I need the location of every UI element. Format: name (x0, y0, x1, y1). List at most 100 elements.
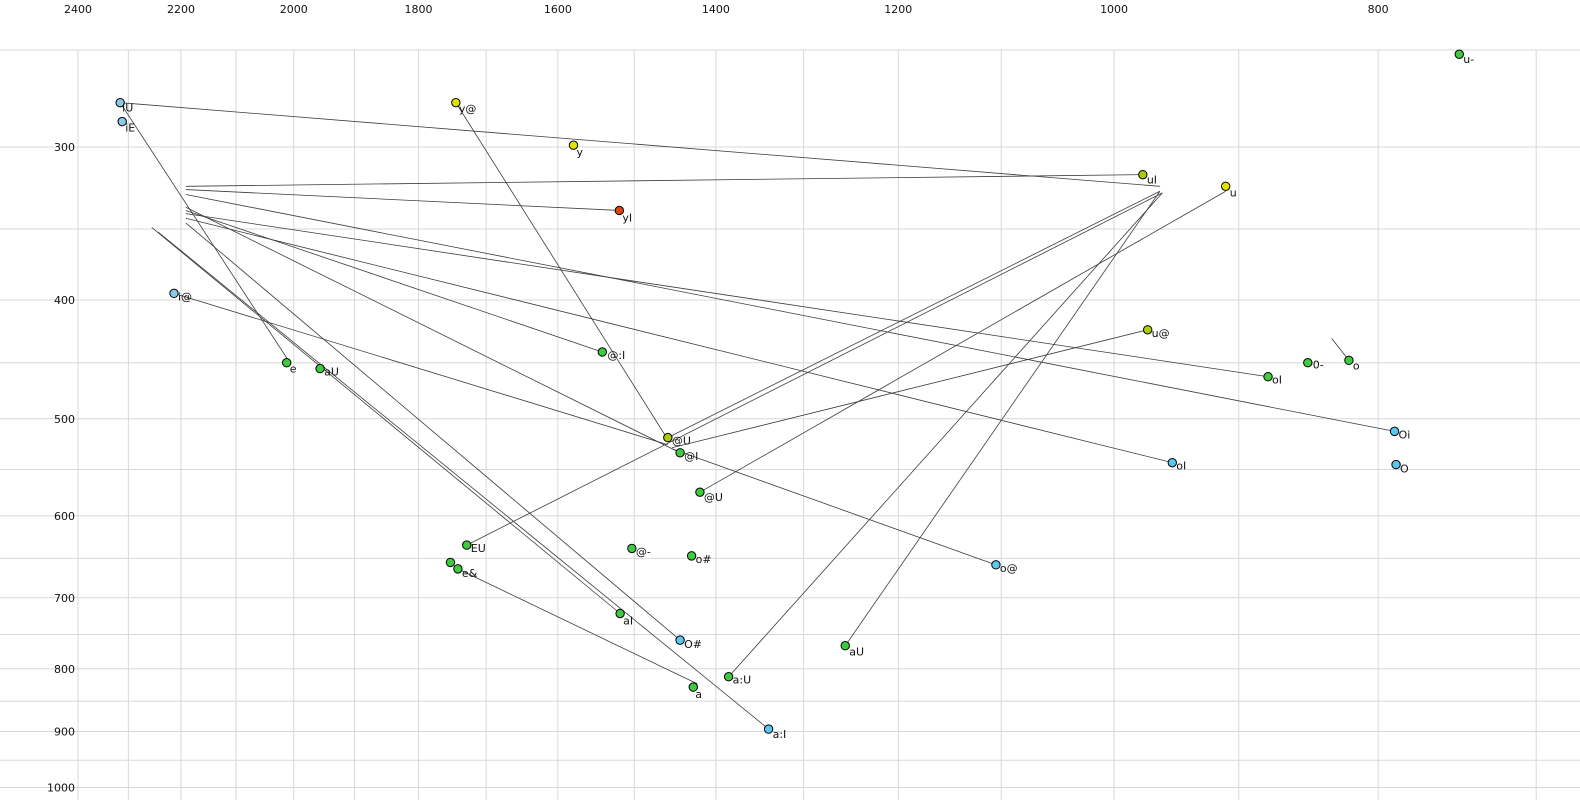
vowel-point (597, 347, 608, 357)
vowel-point (1454, 49, 1464, 59)
vowel-point (627, 543, 637, 554)
vowel-point (614, 205, 625, 216)
vowel-point-label: e (290, 363, 297, 376)
vowel-point (1389, 426, 1400, 437)
vowel-point (453, 564, 463, 574)
x-tick-label: 1400 (702, 3, 730, 16)
vowel-point-label: @I (684, 450, 698, 463)
vowel-point (686, 551, 697, 561)
y-tick-label: 500 (54, 413, 75, 426)
diphthong-trajectory-line (185, 213, 1269, 378)
y-tick-label: 800 (54, 663, 75, 676)
vowel-point (315, 363, 325, 374)
x-tick-label: 1600 (544, 3, 572, 16)
vowel-point-label: @- (636, 545, 651, 558)
x-tick-label: 2400 (64, 3, 92, 16)
vowel-point (1220, 181, 1231, 191)
diphthong-trajectory-line (457, 568, 698, 685)
diphthong-trajectory-line (120, 102, 1160, 187)
vowel-point (568, 140, 579, 150)
vowel-point-label: iU (122, 102, 133, 115)
vowel-point-label: i@ (178, 290, 192, 303)
vowel-point (1138, 169, 1148, 180)
vowel-point-label: y (576, 146, 583, 159)
vowel-point-label: o (1353, 359, 1360, 372)
vowel-point (445, 557, 456, 568)
vowel-point (462, 540, 472, 550)
vowel-point-label: iE (125, 122, 135, 135)
vowel-point-label: Oi (1399, 428, 1411, 441)
diphthong-trajectory-line (671, 329, 1148, 449)
diphthong-trajectory-line (671, 448, 997, 566)
vowel-point (695, 487, 705, 497)
x-tick-label: 2200 (167, 3, 195, 16)
vowel-point-label: o@ (1000, 562, 1018, 575)
point-labels-layer: u-iU iE y@ y uI u yI i@ u@ 0- o oI e aU @:I @U @I @U Oi OoI… (122, 53, 1474, 741)
vowel-point (1303, 358, 1313, 368)
y-tick-label: 300 (54, 141, 75, 154)
vowel-point-label: EU (471, 542, 486, 555)
vowel-point (281, 358, 292, 368)
diphthong-trajectory-line (157, 231, 769, 730)
vowel-point-label: @U (672, 435, 691, 448)
vowel-point-label: aU (849, 646, 864, 659)
vowel-point-label: u (1230, 186, 1237, 199)
vowel-point-label: oI (1272, 374, 1282, 387)
x-tick-label: 800 (1368, 3, 1389, 16)
diphthong-trajectory-line (699, 190, 1226, 493)
diphthong-trajectory-line (185, 206, 681, 454)
vowel-point-label: a (695, 688, 702, 701)
diphthong-trajectory-line (151, 227, 621, 614)
y-tick-label: 1000 (47, 782, 75, 795)
diphthong-trajectory-line (185, 222, 681, 641)
vowel-point (115, 97, 125, 108)
vowel-point-label: a:U (733, 674, 752, 687)
vowel-point (169, 288, 179, 299)
vowel-point (675, 448, 685, 458)
vowel-point-label: aU (324, 366, 339, 379)
vowel-point (117, 116, 127, 127)
diphthong-trajectory-line (185, 174, 1143, 187)
diphthong-trajectory-line (173, 292, 668, 446)
vowel-point-label: @U (704, 491, 723, 504)
vowel-point (723, 672, 734, 682)
vowel-point (763, 724, 774, 734)
vowel-point (1263, 372, 1273, 382)
x-tick-label: 2000 (280, 3, 308, 16)
trajectory-lines-layer (119, 102, 1395, 730)
vowel-point (991, 560, 1001, 570)
vowel-point (1391, 459, 1401, 470)
grid-layer (0, 49, 1580, 800)
x-tick-label: 1200 (884, 3, 912, 16)
diphthong-trajectory-line (844, 190, 1161, 646)
vowel-point-label: o# (696, 553, 712, 566)
diphthong-trajectory-line (667, 190, 1161, 438)
vowel-point-label: yI (622, 211, 632, 224)
vowel-point-label: 0- (1313, 359, 1324, 372)
vowel-point (1344, 355, 1354, 366)
vowel-point-label: O# (684, 638, 702, 651)
diphthong-trajectory-line (185, 210, 603, 353)
vowel-point (675, 635, 685, 645)
diphthong-trajectory-line (455, 102, 669, 440)
points-layer (115, 49, 1464, 734)
vowel-point (451, 97, 461, 108)
vowel-point-label: e& (462, 567, 478, 580)
vowel-point-label: oI (1176, 460, 1186, 473)
y-tick-label: 900 (54, 725, 75, 738)
x-tick-label: 1000 (1100, 3, 1128, 16)
vowel-point (840, 641, 850, 651)
vowel-point (688, 682, 698, 692)
diphthong-trajectory-line (728, 192, 1163, 677)
diphthong-trajectory-line (466, 192, 1163, 546)
vowel-point (615, 608, 625, 619)
vowel-point-label: O (1400, 463, 1409, 476)
vowel-point-label: aI (623, 614, 633, 627)
vowel-point-label: uI (1147, 174, 1157, 187)
diphthong-trajectory-line (185, 189, 620, 211)
y-tick-label: 700 (54, 592, 75, 605)
vowel-point (1142, 325, 1153, 335)
y-tick-label: 600 (54, 510, 75, 523)
